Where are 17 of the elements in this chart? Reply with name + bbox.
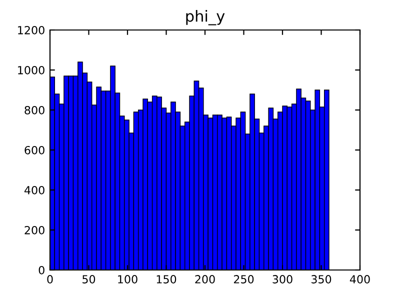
x-tick-label: 0 [47, 275, 53, 284]
x-tick-label: 150 [156, 275, 176, 284]
chart-title: phi_y [186, 10, 225, 26]
x-tick-label: 50 [82, 275, 96, 284]
x-tick-label: 300 [272, 275, 292, 284]
y-tick-label: 0 [38, 266, 44, 274]
x-tick-label: 250 [234, 275, 254, 284]
y-tick-label: 800 [24, 106, 44, 114]
y-tick-label: 600 [24, 146, 44, 154]
y-tick-label: 400 [24, 186, 44, 194]
x-tick-label: 100 [118, 275, 138, 284]
x-tick-label: 350 [311, 275, 332, 284]
x-tick-label: 200 [195, 275, 215, 284]
x-tick-label: 400 [350, 275, 370, 284]
y-tick-label: 200 [24, 226, 44, 234]
y-tick-label: 1000 [18, 66, 44, 74]
y-tick-label: 1200 [18, 26, 44, 34]
